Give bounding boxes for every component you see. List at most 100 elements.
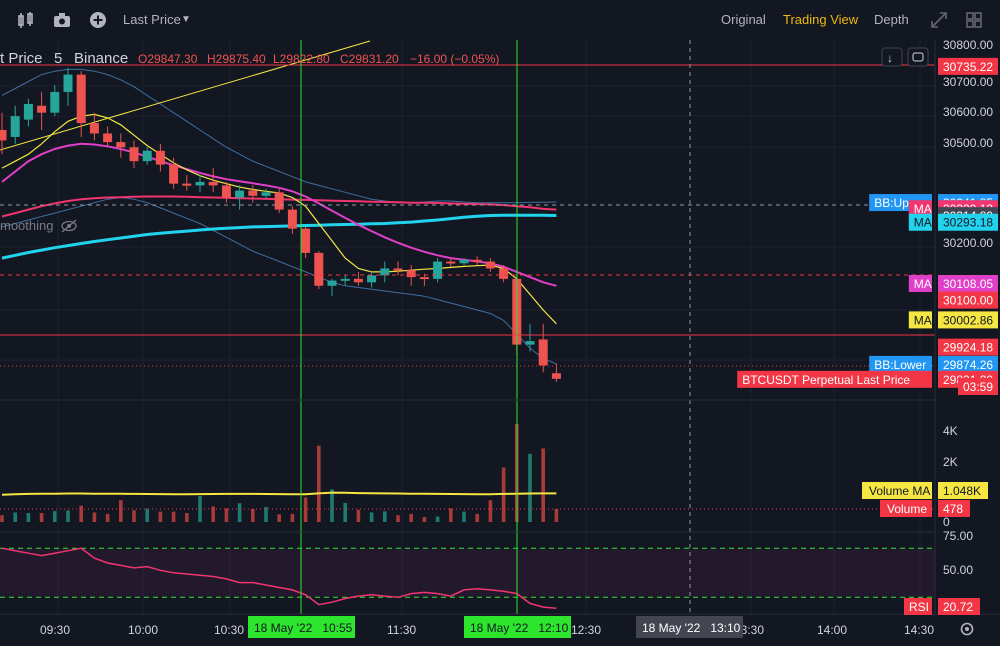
- volume-bar: [171, 511, 176, 522]
- fullscreen-icon[interactable]: [929, 10, 949, 30]
- candle: [274, 192, 284, 210]
- maximize-pane-button[interactable]: [907, 47, 929, 67]
- volume-bar: [317, 445, 321, 522]
- time-tick-label: 11:30: [387, 623, 416, 637]
- volume-bar: [541, 448, 545, 522]
- chevron-down-icon[interactable]: ▼: [181, 14, 191, 25]
- price-tag-bg: [938, 355, 998, 373]
- volume-bar: [158, 511, 163, 522]
- volume-bar: [251, 508, 255, 522]
- volume-bar: [132, 510, 136, 522]
- time-axis[interactable]: 09:30 10:00 10:30 11:30 12:30 13:30 14:0…: [40, 623, 934, 637]
- volume-ma-line: [1, 491, 557, 496]
- volume-bar: [79, 505, 83, 522]
- time-tick-label: 12:30: [571, 623, 601, 637]
- rsi-tick-label: 75.00: [943, 529, 973, 543]
- camera-icon[interactable]: [52, 10, 72, 30]
- rsi-tick-label: 50.00: [943, 563, 973, 577]
- volume-bar: [277, 514, 281, 522]
- ma-long-yellow-line: [0, 40, 371, 151]
- candle: [472, 259, 482, 262]
- candle: [23, 104, 33, 120]
- volume-bar: [119, 500, 123, 522]
- candle: [89, 123, 99, 134]
- volume-bar: [66, 510, 70, 522]
- candle: [459, 259, 469, 264]
- price-tag-bg: [938, 57, 998, 75]
- volume-bars: [0, 423, 935, 522]
- price-tag-value: 30293.18: [943, 216, 993, 230]
- candle: [116, 142, 126, 148]
- price-tag-label-bg: [908, 213, 932, 231]
- tab-depth[interactable]: Depth: [874, 12, 909, 27]
- time-tick-label: 14:00: [817, 623, 847, 637]
- volume-bar: [185, 513, 189, 522]
- candle: [538, 339, 548, 366]
- indicators-icon[interactable]: [16, 10, 36, 30]
- ma-yellow-line: [1, 113, 557, 325]
- tab-original[interactable]: Original: [721, 12, 766, 27]
- candle: [485, 261, 495, 269]
- rsi-label-bg: [904, 598, 932, 615]
- volume-tick-label: 0: [943, 515, 950, 529]
- volume-bar: [488, 500, 493, 522]
- time-tick-label: 10:30: [214, 623, 244, 637]
- price-tag-value: 30735.22: [943, 60, 993, 74]
- candle: [314, 252, 324, 286]
- price-tag-label-bg: [908, 311, 932, 329]
- volume-bar: [92, 512, 97, 522]
- candle: [10, 116, 20, 137]
- price-tag-bg: [938, 311, 998, 329]
- candle: [433, 261, 443, 279]
- tab-trading-view[interactable]: Trading View: [783, 12, 859, 27]
- candle: [169, 164, 179, 184]
- volume-bar: [330, 489, 334, 522]
- volume-tick-label: 4K: [943, 424, 958, 438]
- price-tag-label: MA: [914, 202, 932, 216]
- volume-value: 478: [943, 502, 963, 516]
- candle: [0, 130, 7, 141]
- bb-upper-line: [1, 68, 557, 204]
- legend-low: L29822.80: [273, 52, 330, 66]
- volume-bar: [145, 508, 149, 522]
- volume-bar: [303, 497, 308, 522]
- gear-icon[interactable]: [960, 622, 974, 636]
- eye-off-icon[interactable]: [61, 219, 77, 233]
- candle: [248, 190, 258, 196]
- volume-bar: [475, 513, 479, 522]
- price-tag-label-bg: [869, 355, 932, 373]
- volume-bar: [26, 513, 31, 522]
- price-tag-value: 29924.18: [943, 341, 993, 355]
- price-tag-bg: [938, 291, 998, 309]
- price-tag-bg: [938, 274, 998, 292]
- candle: [235, 190, 245, 198]
- candle: [367, 275, 377, 283]
- candle: [182, 183, 192, 186]
- add-circle-icon[interactable]: [88, 10, 108, 30]
- candle: [50, 91, 60, 113]
- volume-bar: [343, 502, 347, 522]
- volume-bar: [224, 508, 229, 522]
- volume-bar: [528, 453, 532, 522]
- candle: [340, 278, 350, 281]
- price-tag-value: 30100.00: [943, 294, 993, 308]
- price-tag-label-bg: [908, 200, 932, 218]
- volume-bar: [0, 515, 4, 522]
- maximize-icon: [912, 52, 924, 62]
- countdown-tag-bg: [958, 378, 998, 395]
- volume-bar: [422, 517, 427, 522]
- price-type-dropdown[interactable]: Last Price: [123, 12, 181, 27]
- volume-ma-value-bg: [938, 482, 988, 499]
- grid-layout-icon[interactable]: [964, 10, 984, 30]
- volume-label: Volume: [887, 502, 927, 516]
- volume-bar: [39, 513, 44, 522]
- candle: [63, 74, 73, 92]
- scroll-down-button[interactable]: [881, 47, 903, 67]
- crosshair-time-label-2: 18 May '22 12:10: [470, 621, 569, 635]
- price-tick-label: 30500.00: [943, 136, 993, 150]
- ma-pink-line: [1, 142, 557, 287]
- candle: [287, 209, 297, 229]
- volume-ma-label-bg: [862, 482, 932, 499]
- candle: [37, 105, 47, 113]
